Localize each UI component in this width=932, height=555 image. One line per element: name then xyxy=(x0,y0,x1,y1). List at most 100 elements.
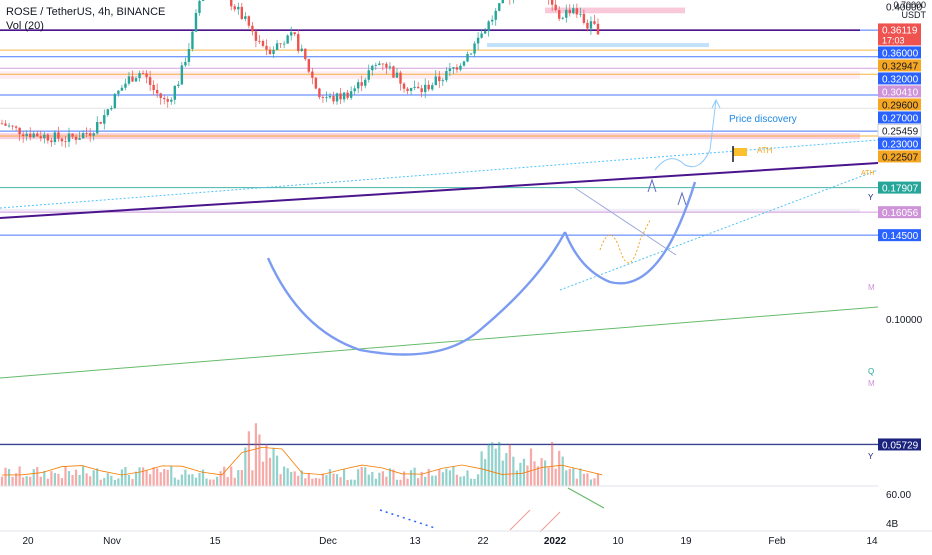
candle-body xyxy=(374,64,378,66)
volume-bar xyxy=(110,475,113,486)
trend-line-green xyxy=(0,306,879,379)
volume-bar xyxy=(283,466,286,486)
volume-bar xyxy=(120,469,124,486)
price-label-badge xyxy=(878,46,921,59)
volume-bar xyxy=(22,477,25,486)
symbol-title: ROSE / TetherUS, 4h, BINANCE xyxy=(6,6,166,18)
volume-bar xyxy=(321,473,325,486)
x-tick-label: Feb xyxy=(768,536,786,547)
volume-bar xyxy=(367,474,370,486)
candle-body xyxy=(92,133,95,136)
volume-bar xyxy=(307,473,310,486)
candle-body xyxy=(184,61,187,66)
candle-body xyxy=(413,86,416,88)
volume-bar xyxy=(565,470,568,486)
price-label-badge xyxy=(878,181,921,194)
candle-body xyxy=(318,88,321,98)
volume-bar xyxy=(290,472,293,486)
volume-bar xyxy=(247,431,250,486)
volume-bar xyxy=(103,477,106,486)
trend-line-dotted-top xyxy=(0,139,879,209)
price-label-badge xyxy=(878,229,921,242)
candle-body xyxy=(572,8,575,14)
side-letter: Q xyxy=(868,367,874,376)
volume-bar xyxy=(459,476,462,486)
price-label-text: 0.32947 xyxy=(882,61,919,72)
volume-bar xyxy=(346,479,349,486)
volume-bar xyxy=(311,478,314,486)
candle-body xyxy=(307,59,311,72)
volume-bar xyxy=(476,474,480,486)
candle-body xyxy=(360,82,363,86)
candle-body xyxy=(74,136,78,140)
candle-body xyxy=(476,37,480,44)
candle-body xyxy=(7,125,11,127)
candle-body xyxy=(32,133,35,138)
price-label-text: 0.36000 xyxy=(882,48,919,59)
candle-body xyxy=(561,17,564,19)
candle-body xyxy=(452,67,455,69)
volume-bar xyxy=(205,478,208,486)
volume-bar xyxy=(339,477,342,486)
trend-lines xyxy=(0,139,879,379)
volume-bar xyxy=(353,479,356,486)
volume-bar xyxy=(106,473,109,486)
candle-body xyxy=(286,35,289,44)
candle-body xyxy=(466,53,469,62)
volume-bar xyxy=(469,478,473,486)
volume-bar xyxy=(526,465,529,486)
candle-body xyxy=(113,93,117,109)
candle-body xyxy=(134,78,138,82)
candle-body xyxy=(29,133,32,138)
volume-bar xyxy=(318,478,321,486)
volume-bar xyxy=(275,455,279,486)
candle-body xyxy=(565,9,568,18)
candle-body xyxy=(131,76,134,82)
volume-bar xyxy=(92,470,95,486)
volume-bar xyxy=(360,466,363,486)
candle-body xyxy=(371,65,374,71)
price-label-countdown: 17:03 xyxy=(882,35,905,45)
volume-bar xyxy=(325,474,328,486)
candle-body xyxy=(423,84,427,93)
volume-bar xyxy=(402,471,406,486)
volume-bar xyxy=(57,473,60,486)
candle-body xyxy=(455,67,459,70)
candle-body xyxy=(11,125,14,127)
volume-bar xyxy=(378,472,381,486)
candle-body xyxy=(558,10,561,19)
volume-bar xyxy=(547,467,550,486)
candle-body xyxy=(554,4,557,11)
candle-body xyxy=(99,122,102,124)
candle-body xyxy=(64,141,67,143)
volume-bar xyxy=(53,473,56,486)
candle-body xyxy=(53,132,57,143)
ath-flag-icon xyxy=(733,148,747,156)
candle-body xyxy=(289,32,293,36)
candle-body xyxy=(459,65,462,70)
annotation-2: ATH xyxy=(861,170,874,177)
volume-bar xyxy=(237,470,240,486)
price-label-badge xyxy=(878,98,921,111)
candle-body xyxy=(395,72,399,78)
volume-bar xyxy=(487,443,490,486)
volume-bar xyxy=(46,478,49,486)
candle-body xyxy=(445,71,448,81)
side-letter: M xyxy=(868,283,875,292)
candle-body xyxy=(148,77,152,85)
candle-body xyxy=(282,43,286,45)
candle-body xyxy=(201,0,205,1)
candle-body xyxy=(304,48,307,60)
volume-bar xyxy=(25,476,28,486)
candle-body xyxy=(4,123,7,126)
volume-bar xyxy=(424,476,427,486)
volume-bar xyxy=(39,476,42,486)
volume-bar xyxy=(431,475,434,486)
candle-body xyxy=(152,84,155,91)
candle-body xyxy=(163,97,166,100)
volume-bar xyxy=(452,466,455,486)
volume-bar xyxy=(328,469,332,486)
candle-body xyxy=(237,6,240,10)
candle-body xyxy=(297,34,300,52)
